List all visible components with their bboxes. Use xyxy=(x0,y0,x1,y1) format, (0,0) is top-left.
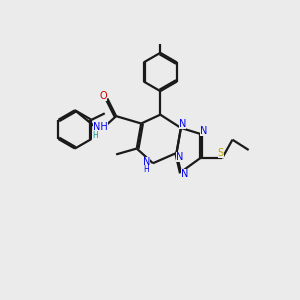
Text: N: N xyxy=(176,152,183,162)
Text: H: H xyxy=(92,131,98,140)
Text: H: H xyxy=(144,165,149,174)
Text: O: O xyxy=(99,91,107,100)
Text: N: N xyxy=(179,119,186,129)
Text: N: N xyxy=(143,157,150,167)
Text: NH: NH xyxy=(94,122,108,132)
Text: S: S xyxy=(218,148,224,158)
Text: N: N xyxy=(182,169,189,179)
Text: N: N xyxy=(200,126,208,136)
